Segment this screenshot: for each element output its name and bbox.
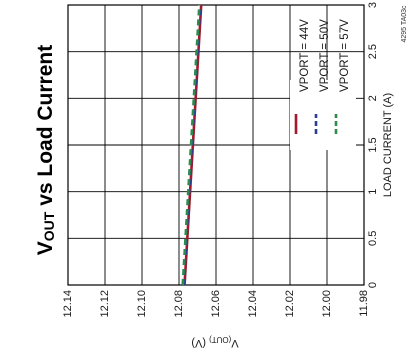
y-tick-label: 11.98 xyxy=(358,290,370,317)
series-line-3 xyxy=(181,4,201,286)
y-tick-label: 12.06 xyxy=(210,290,222,318)
x-tick-label: 2.5 xyxy=(367,44,379,59)
y-tick-labels: 11.98 12.00 12.02 12.04 12.06 12.08 12.10 12.12… xyxy=(62,290,370,318)
chart-title: VOUT vs Load Current xyxy=(34,45,57,255)
x-tick-label: 0 xyxy=(367,282,379,288)
plot-area xyxy=(67,4,365,286)
legend-label: VPORT = 44V xyxy=(299,19,311,92)
legend-label: VPORT = 57V xyxy=(339,19,351,92)
y-axis-label: V(OUT) (V) xyxy=(191,335,238,349)
x-axis-label: LOAD CURRENT (A) xyxy=(382,93,394,197)
series-layer xyxy=(181,4,203,286)
legend: VPORT = 44V VPORT = 50V VPORT = 57V xyxy=(290,19,356,150)
x-tick-label: 3 xyxy=(367,2,379,8)
y-tick-label: 12.04 xyxy=(247,290,259,318)
y-tick-label: 12.02 xyxy=(284,290,296,318)
x-tick-label: 2 xyxy=(367,95,379,101)
legend-label: VPORT = 50V xyxy=(319,19,331,92)
y-tick-label: 12.14 xyxy=(62,290,74,318)
legend-background xyxy=(290,80,356,150)
x-tick-label: 1 xyxy=(367,189,379,195)
figure-id: 4295 TA03c xyxy=(401,5,408,43)
y-tick-label: 12.08 xyxy=(173,290,185,318)
y-tick-label: 12.10 xyxy=(136,290,148,318)
x-tick-label: 0.5 xyxy=(367,231,379,246)
x-tick-label: 1.5 xyxy=(367,137,379,152)
x-tick-labels: 0 0.5 1 1.5 2 2.5 3 xyxy=(367,2,379,288)
grid xyxy=(67,4,365,286)
y-tick-label: 12.12 xyxy=(99,290,111,318)
y-tick-label: 12.00 xyxy=(321,290,333,318)
